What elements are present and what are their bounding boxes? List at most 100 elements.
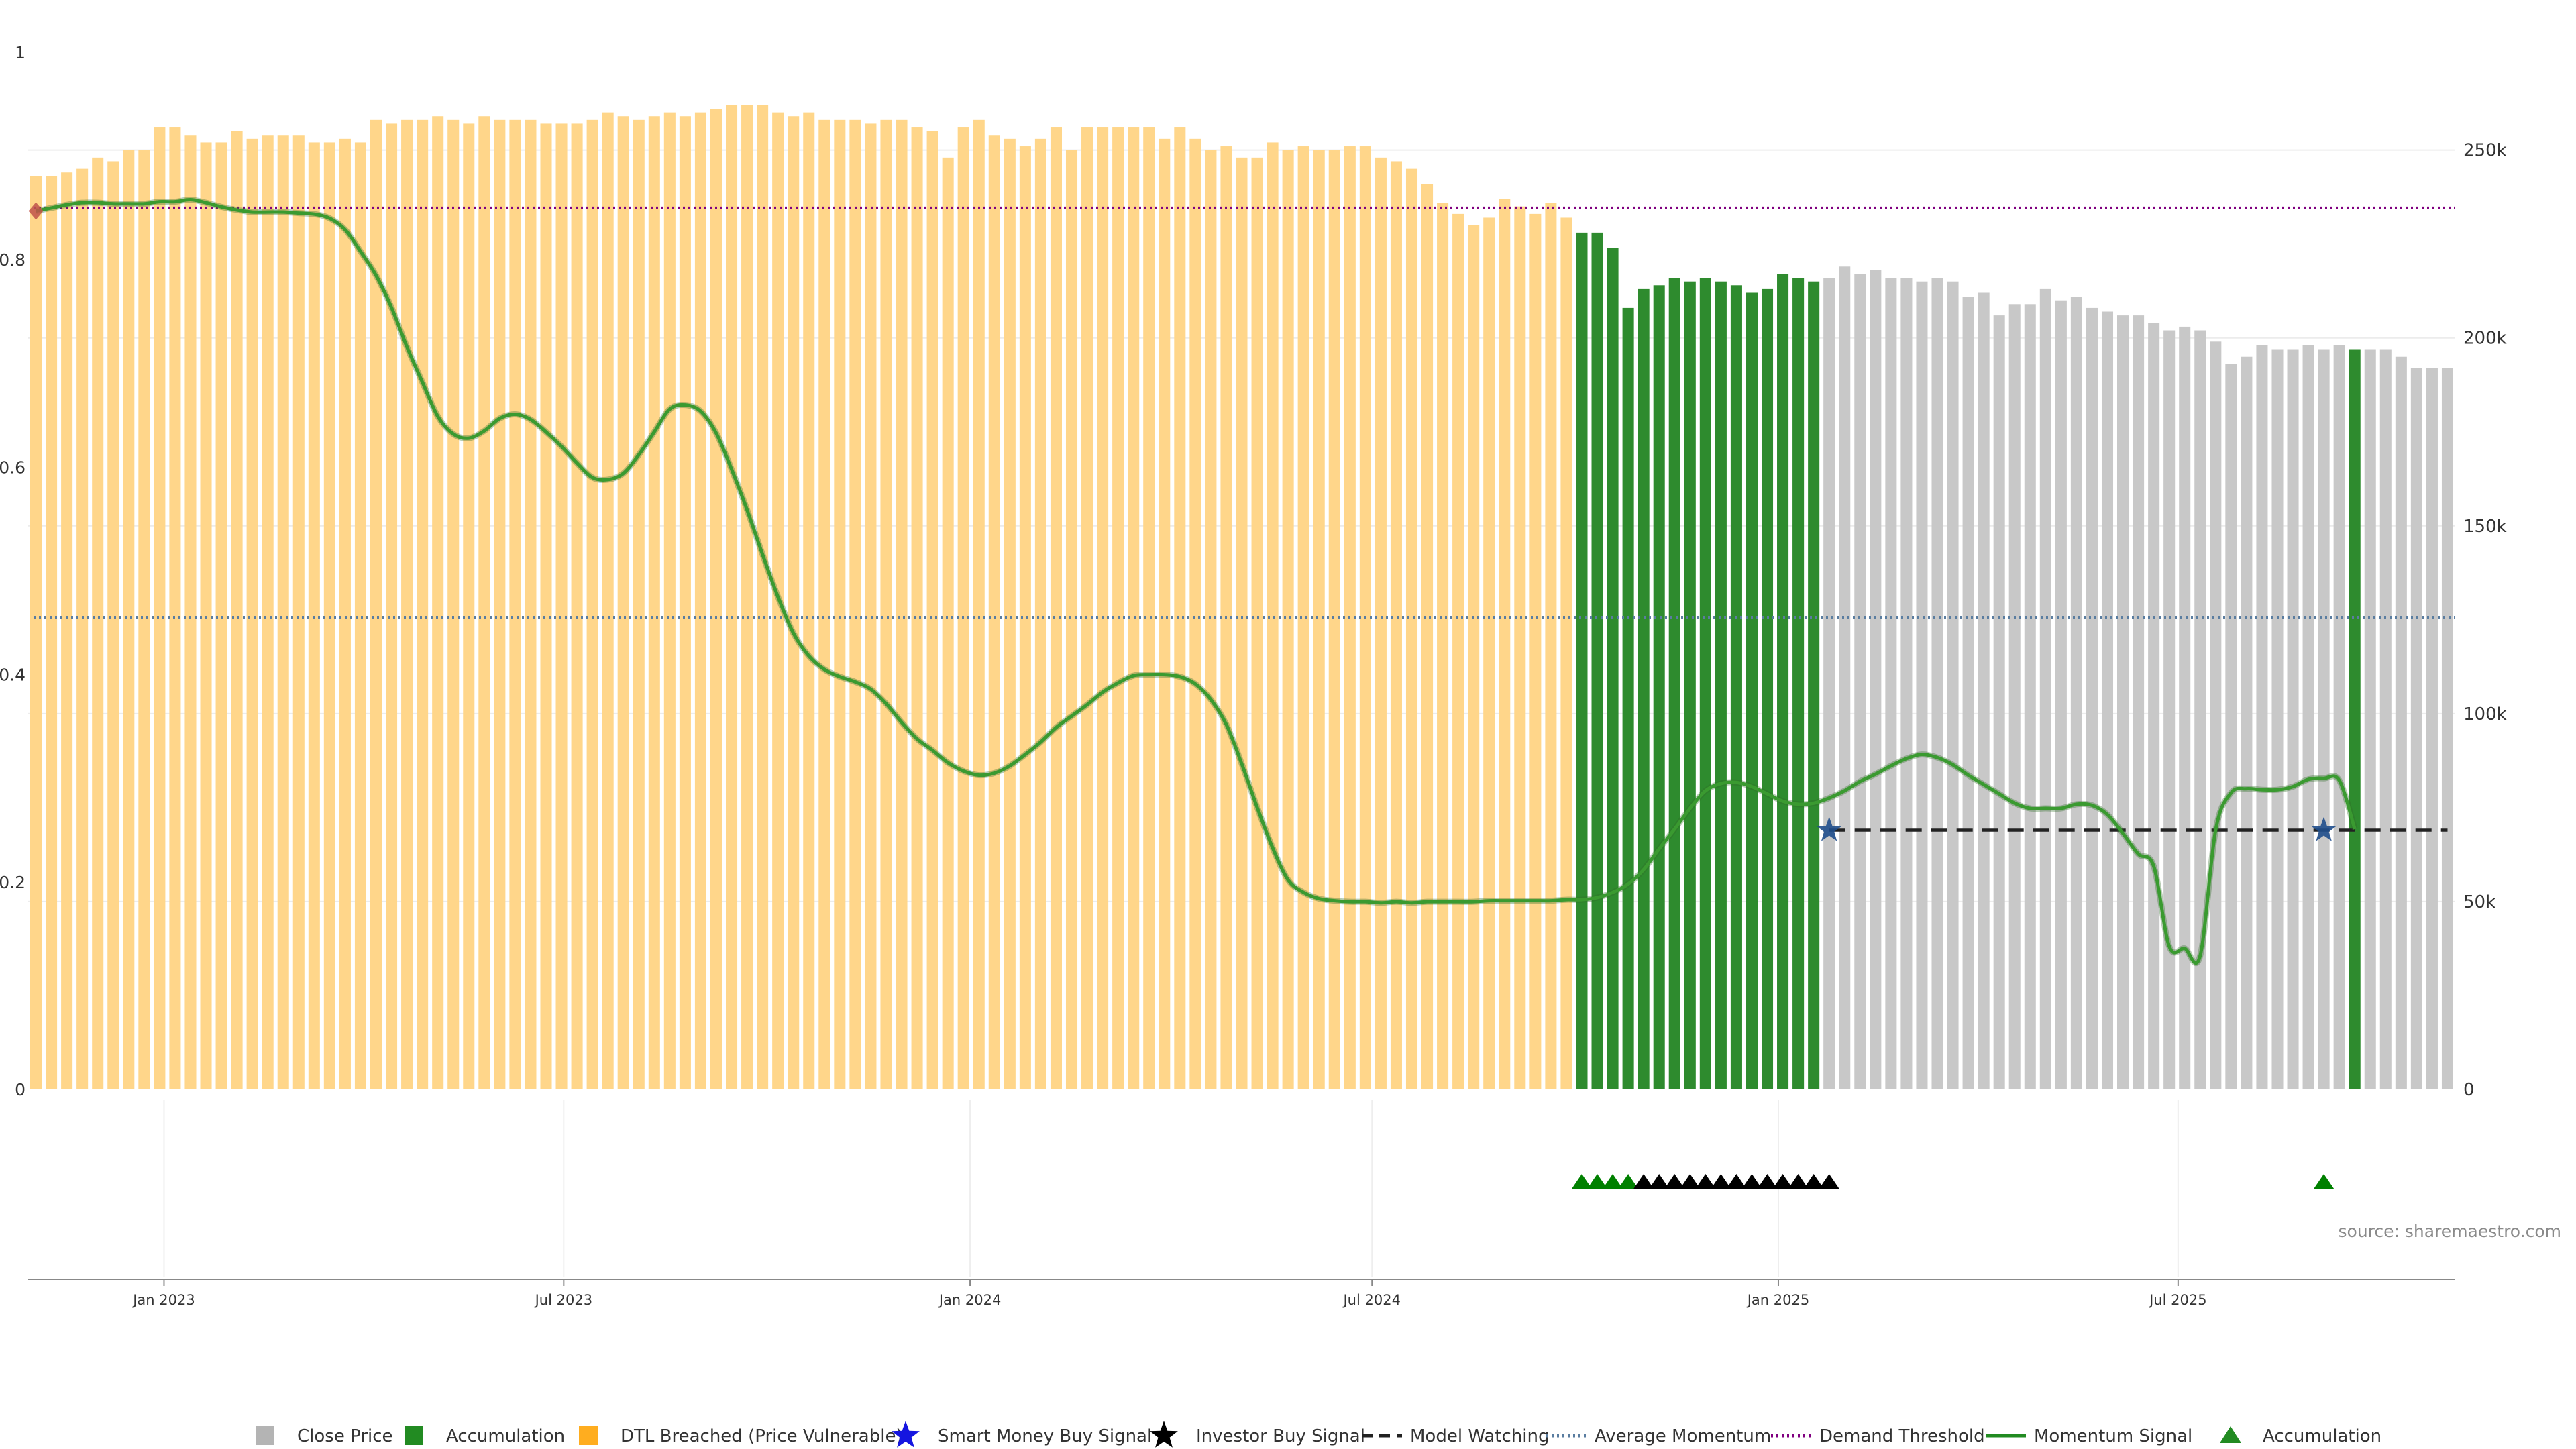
- price-bar: [401, 119, 413, 1090]
- price-bar: [509, 119, 521, 1090]
- legend-item: Smart Money Buy Signal: [892, 1421, 1152, 1448]
- price-bar: [277, 135, 289, 1089]
- price-bar: [184, 135, 197, 1089]
- investor-triangle-black: [1726, 1174, 1747, 1189]
- price-bar: [2086, 307, 2098, 1089]
- price-bar: [818, 119, 830, 1090]
- price-bar: [1390, 161, 1402, 1090]
- price-bar: [1112, 127, 1124, 1089]
- price-bar: [1065, 150, 1078, 1089]
- investor-triangle-black: [1680, 1174, 1701, 1189]
- price-bar: [880, 119, 892, 1090]
- x-tick-label: Jan 2024: [938, 1292, 1002, 1308]
- price-bar: [1483, 217, 1495, 1090]
- price-bar: [911, 127, 923, 1089]
- price-bar: [694, 112, 706, 1090]
- legend-swatch: [579, 1426, 598, 1445]
- y-right-tick-label: 0: [2463, 1080, 2475, 1100]
- price-bar: [555, 123, 568, 1090]
- price-bar: [1452, 213, 1464, 1089]
- price-bar: [1993, 315, 2005, 1089]
- price-bar: [154, 127, 166, 1089]
- y-left-tick-label: 0: [15, 1080, 25, 1099]
- price-bar: [463, 123, 475, 1090]
- start-diamond-marker: [28, 202, 44, 220]
- investor-triangle-black: [1788, 1174, 1809, 1189]
- price-bar: [1050, 127, 1062, 1089]
- price-bar: [1854, 274, 1866, 1090]
- price-bar: [386, 123, 398, 1090]
- momentum-signal-line: [36, 198, 2357, 965]
- price-bar: [571, 123, 583, 1090]
- price-bar: [1189, 138, 1201, 1089]
- price-bar: [1514, 206, 1526, 1089]
- legend-swatch: [256, 1426, 274, 1445]
- price-bar: [292, 135, 305, 1089]
- price-bar: [2101, 311, 2114, 1089]
- price-bar: [540, 123, 552, 1090]
- price-bar: [2210, 341, 2222, 1090]
- x-tick-label: Jul 2023: [534, 1292, 592, 1308]
- price-bar: [76, 168, 89, 1090]
- price-bar: [710, 109, 722, 1090]
- legend-item: Accumulation: [405, 1426, 565, 1446]
- price-bar: [525, 119, 537, 1090]
- price-bar: [200, 142, 212, 1089]
- price-bar: [2256, 345, 2268, 1089]
- legend: Close Price Accumulation DTL Breached (Pri…: [256, 1421, 2381, 1448]
- price-bar: [648, 116, 660, 1090]
- price-bar: [1900, 278, 1913, 1090]
- legend-item: Accumulation: [2220, 1426, 2381, 1446]
- price-bar: [354, 142, 366, 1089]
- price-bar: [1715, 281, 1727, 1089]
- investor-triangle-black: [1741, 1174, 1762, 1189]
- price-bar: [1159, 138, 1171, 1089]
- price-bar: [2441, 368, 2454, 1089]
- legend-swatch: [405, 1426, 423, 1445]
- accumulation-triangle-green: [1603, 1174, 1623, 1189]
- y-left-tick-label: 0.8: [0, 250, 25, 270]
- price-bar: [2163, 330, 2176, 1090]
- price-bar: [1777, 274, 1789, 1090]
- price-bar: [1808, 281, 1820, 1089]
- y-left-tick-label: 1: [15, 43, 25, 62]
- accumulation-triangle-green: [1571, 1174, 1592, 1189]
- price-bar: [61, 172, 73, 1090]
- price-bar: [973, 119, 985, 1090]
- price-bar: [1653, 285, 1665, 1090]
- price-bar: [1962, 297, 1974, 1089]
- price-bar: [2241, 356, 2253, 1089]
- legend-label: DTL Breached (Price Vulnerable): [621, 1426, 903, 1446]
- legend-label: Model Watching: [1410, 1426, 1549, 1446]
- price-bar: [1034, 138, 1046, 1089]
- y-left-tick-label: 0.2: [0, 873, 25, 892]
- price-bar: [1205, 150, 1217, 1089]
- price-bar: [1792, 278, 1805, 1090]
- price-bar: [633, 119, 645, 1090]
- signal-star-marker: [1816, 816, 1842, 841]
- price-bar: [339, 138, 351, 1089]
- price-bar: [123, 150, 135, 1089]
- price-bar: [1978, 292, 1990, 1089]
- x-tick-label: Jan 2025: [1746, 1292, 1810, 1308]
- price-bar: [1328, 150, 1340, 1089]
- price-bar: [726, 105, 738, 1089]
- x-tick-label: Jul 2024: [1342, 1292, 1400, 1308]
- legend-item: Average Momentum: [1546, 1426, 1771, 1446]
- price-bar: [231, 131, 243, 1090]
- price-bar: [2349, 349, 2361, 1090]
- price-bar: [1297, 146, 1309, 1089]
- investor-triangle-black: [1649, 1174, 1670, 1189]
- price-bar: [215, 142, 227, 1089]
- price-bar: [803, 112, 815, 1090]
- price-bar: [1174, 127, 1186, 1089]
- price-bar: [2148, 323, 2160, 1090]
- price-bar: [478, 116, 490, 1090]
- legend-label: Investor Buy Signal: [1196, 1426, 1365, 1446]
- x-tick-label: Jul 2025: [2148, 1292, 2206, 1308]
- price-bar: [370, 119, 382, 1090]
- legend-star-icon: [892, 1421, 920, 1448]
- legend-label: Accumulation: [446, 1426, 565, 1446]
- price-bar: [1684, 281, 1696, 1089]
- source-note: source: sharemaestro.com: [2339, 1222, 2562, 1241]
